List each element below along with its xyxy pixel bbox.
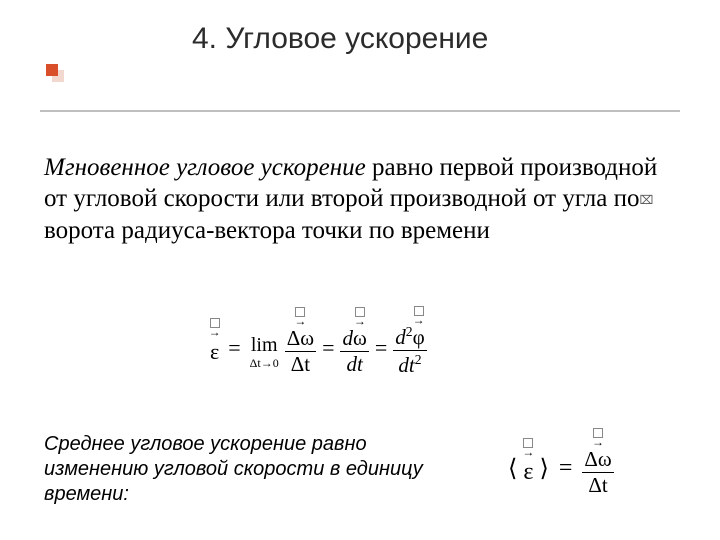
phi-symbol: φ: [413, 325, 425, 349]
limit-subscript: Δt→0: [250, 357, 279, 369]
dt2-sup: 2: [415, 352, 422, 367]
delta-omega-mean-vector: → Δω: [584, 441, 611, 470]
equals-2: =: [322, 335, 334, 361]
fraction-delta-omega: → Δω Δt: [285, 319, 316, 376]
slide: 4. Угловое ускорение Мгновенное угловое …: [0, 0, 720, 540]
divider: [40, 110, 680, 112]
angle-close: ⟩: [539, 454, 548, 483]
definition-rest-b: ворота радиуса-вектора точки по времени: [44, 217, 490, 244]
vector-arrow-icon: →: [209, 328, 221, 336]
d2-sup: 2: [406, 324, 413, 339]
limit-text: lim: [251, 335, 278, 355]
dt: dt: [344, 353, 364, 376]
dt2-pre: dt: [398, 353, 414, 377]
vector-arrow-icon: →: [592, 438, 604, 446]
epsilon-mean-symbol: ε: [523, 459, 533, 485]
vector-arrow-icon: →: [413, 316, 425, 324]
slide-title: 4. Угловое ускорение: [192, 22, 532, 55]
omega-vector: → ω: [353, 320, 367, 349]
fraction-mean: → Δω Δt: [582, 440, 613, 497]
fraction-d2-phi: d2 → φ dt2: [393, 318, 426, 377]
phi-vector: → φ: [413, 319, 425, 348]
epsilon-mean-vector: → ε: [523, 451, 533, 486]
definition-term: Мгновенное угловое ускорение: [44, 154, 366, 181]
vector-arrow-icon: →: [522, 448, 534, 456]
omega-symbol: ω: [353, 326, 367, 350]
limit-operator: lim Δt→0: [250, 335, 279, 369]
delta-omega: Δω: [287, 326, 314, 350]
epsilon-vector: → ε: [210, 331, 219, 365]
equals-1: =: [225, 335, 243, 361]
equals-mean: =: [555, 455, 577, 482]
d-omega-d: d: [342, 326, 353, 350]
definition-paragraph: Мгновенное угловое ускорение равно перво…: [44, 152, 684, 246]
equals-3: =: [375, 335, 387, 361]
average-formula: ⟨ → ε ⟩ = → Δω Δt: [508, 440, 614, 497]
vector-arrow-icon: →: [354, 317, 366, 325]
angle-open: ⟨: [508, 454, 517, 483]
vector-arrow-icon: →: [294, 317, 306, 325]
bullet-icon: [46, 64, 58, 76]
average-paragraph: Среднее угловое ускорение равно изменени…: [44, 432, 444, 507]
delta-t-mean: Δt: [586, 474, 609, 497]
delta-omega-mean: Δω: [584, 447, 611, 471]
fraction-d-omega: d → ω dt: [340, 319, 368, 376]
delta-t: Δt: [289, 353, 312, 376]
stray-glyph: ⌧: [640, 193, 654, 208]
epsilon-symbol: ε: [210, 339, 219, 364]
delta-omega-vector: → Δω: [287, 320, 314, 349]
instantaneous-formula: → ε = lim Δt→0 → Δω Δt = d →: [210, 318, 427, 377]
d2-pre: d: [395, 325, 406, 349]
